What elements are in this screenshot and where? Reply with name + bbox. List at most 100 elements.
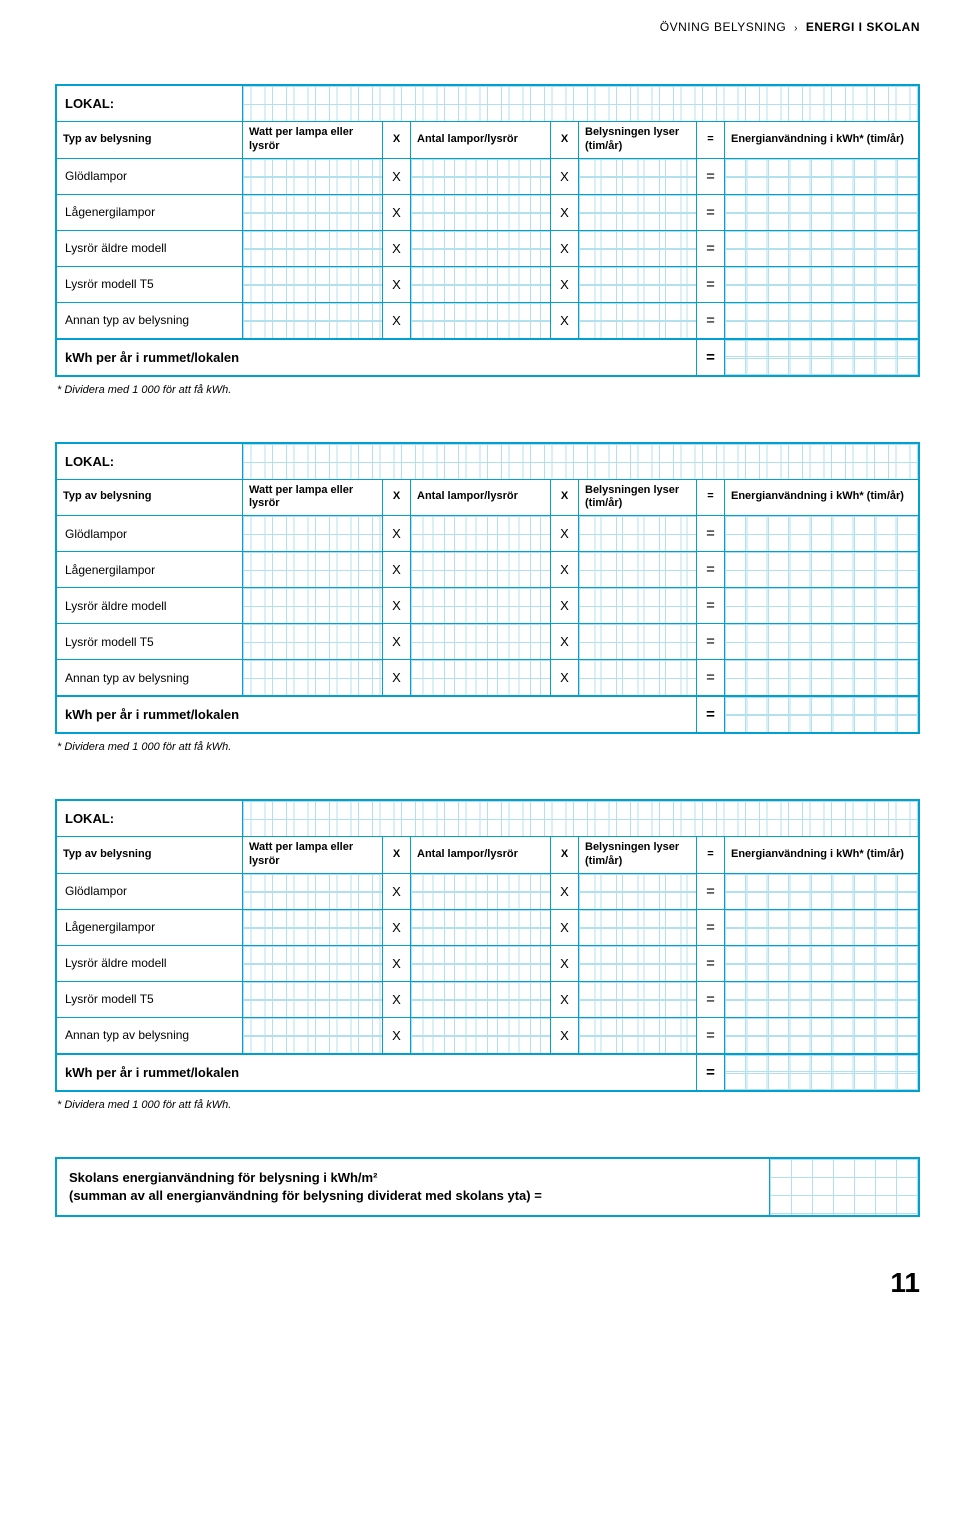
antal-input[interactable] bbox=[411, 660, 551, 695]
hdr-tim: Belysningen lyser (tim/år) bbox=[579, 122, 697, 158]
hdr-x2: X bbox=[551, 122, 579, 158]
watt-input[interactable] bbox=[243, 588, 383, 623]
energ-input[interactable] bbox=[725, 1018, 918, 1053]
table-row: Annan typ av belysning X X = bbox=[57, 303, 918, 339]
footnote: * Dividera med 1 000 för att få kWh. bbox=[55, 1095, 920, 1115]
energ-input[interactable] bbox=[725, 624, 918, 659]
column-header-row: Typ av belysning Watt per lampa eller ly… bbox=[57, 122, 918, 159]
x-sym: X bbox=[383, 910, 411, 945]
watt-input[interactable] bbox=[243, 516, 383, 551]
x-sym: X bbox=[551, 982, 579, 1017]
antal-input[interactable] bbox=[411, 231, 551, 266]
tim-input[interactable] bbox=[579, 159, 697, 194]
watt-input[interactable] bbox=[243, 159, 383, 194]
table-row: Lysrör modell T5 X X = bbox=[57, 982, 918, 1018]
tim-input[interactable] bbox=[579, 1018, 697, 1053]
x-sym: X bbox=[551, 660, 579, 695]
energ-input[interactable] bbox=[725, 303, 918, 338]
row-label: Lysrör äldre modell bbox=[57, 588, 243, 623]
watt-input[interactable] bbox=[243, 552, 383, 587]
energ-input[interactable] bbox=[725, 159, 918, 194]
tim-input[interactable] bbox=[579, 910, 697, 945]
antal-input[interactable] bbox=[411, 195, 551, 230]
eq-sym: = bbox=[697, 946, 725, 981]
sum-input[interactable] bbox=[725, 697, 918, 732]
energ-input[interactable] bbox=[725, 660, 918, 695]
sum-input[interactable] bbox=[725, 1055, 918, 1090]
lokal-table: LOKAL: Typ av belysning Watt per lampa e… bbox=[55, 799, 920, 1092]
antal-input[interactable] bbox=[411, 159, 551, 194]
eq-sym: = bbox=[697, 516, 725, 551]
energ-input[interactable] bbox=[725, 946, 918, 981]
lokal-header-row: LOKAL: bbox=[57, 444, 918, 480]
watt-input[interactable] bbox=[243, 624, 383, 659]
summary-input[interactable] bbox=[770, 1159, 918, 1215]
watt-input[interactable] bbox=[243, 1018, 383, 1053]
sum-row: kWh per år i rummet/lokalen = bbox=[57, 339, 918, 375]
tim-input[interactable] bbox=[579, 982, 697, 1017]
x-sym: X bbox=[383, 231, 411, 266]
energ-input[interactable] bbox=[725, 588, 918, 623]
tim-input[interactable] bbox=[579, 552, 697, 587]
column-header-row: Typ av belysning Watt per lampa eller ly… bbox=[57, 837, 918, 874]
tim-input[interactable] bbox=[579, 660, 697, 695]
energ-input[interactable] bbox=[725, 516, 918, 551]
antal-input[interactable] bbox=[411, 624, 551, 659]
sum-input[interactable] bbox=[725, 340, 918, 375]
x-sym: X bbox=[383, 1018, 411, 1053]
watt-input[interactable] bbox=[243, 946, 383, 981]
sum-row: kWh per år i rummet/lokalen = bbox=[57, 1054, 918, 1090]
energ-input[interactable] bbox=[725, 982, 918, 1017]
watt-input[interactable] bbox=[243, 303, 383, 338]
tim-input[interactable] bbox=[579, 588, 697, 623]
tim-input[interactable] bbox=[579, 195, 697, 230]
lokal-header-row: LOKAL: bbox=[57, 801, 918, 837]
x-sym: X bbox=[383, 588, 411, 623]
watt-input[interactable] bbox=[243, 660, 383, 695]
watt-input[interactable] bbox=[243, 982, 383, 1017]
antal-input[interactable] bbox=[411, 946, 551, 981]
lokal-input[interactable] bbox=[243, 444, 918, 479]
row-label: Glödlampor bbox=[57, 874, 243, 909]
watt-input[interactable] bbox=[243, 231, 383, 266]
breadcrumb-title: ENERGI I SKOLAN bbox=[806, 20, 920, 34]
energ-input[interactable] bbox=[725, 195, 918, 230]
watt-input[interactable] bbox=[243, 267, 383, 302]
tim-input[interactable] bbox=[579, 267, 697, 302]
tim-input[interactable] bbox=[579, 624, 697, 659]
watt-input[interactable] bbox=[243, 195, 383, 230]
sum-label: kWh per år i rummet/lokalen bbox=[57, 1055, 697, 1090]
tim-input[interactable] bbox=[579, 946, 697, 981]
energ-input[interactable] bbox=[725, 910, 918, 945]
watt-input[interactable] bbox=[243, 910, 383, 945]
energ-input[interactable] bbox=[725, 231, 918, 266]
antal-input[interactable] bbox=[411, 303, 551, 338]
watt-input[interactable] bbox=[243, 874, 383, 909]
x-sym: X bbox=[551, 588, 579, 623]
sum-label: kWh per år i rummet/lokalen bbox=[57, 340, 697, 375]
lokal-input[interactable] bbox=[243, 801, 918, 836]
lokal-input[interactable] bbox=[243, 86, 918, 121]
tim-input[interactable] bbox=[579, 303, 697, 338]
table-row: Lysrör äldre modell X X = bbox=[57, 588, 918, 624]
antal-input[interactable] bbox=[411, 267, 551, 302]
lokal-label: LOKAL: bbox=[57, 86, 243, 121]
hdr-watt: Watt per lampa eller lysrör bbox=[243, 480, 383, 516]
antal-input[interactable] bbox=[411, 1018, 551, 1053]
tim-input[interactable] bbox=[579, 231, 697, 266]
tim-input[interactable] bbox=[579, 516, 697, 551]
summary-text: Skolans energianvändning för belysning i… bbox=[57, 1159, 770, 1215]
x-sym: X bbox=[383, 946, 411, 981]
antal-input[interactable] bbox=[411, 516, 551, 551]
antal-input[interactable] bbox=[411, 552, 551, 587]
energ-input[interactable] bbox=[725, 552, 918, 587]
antal-input[interactable] bbox=[411, 874, 551, 909]
hdr-tim: Belysningen lyser (tim/år) bbox=[579, 837, 697, 873]
tim-input[interactable] bbox=[579, 874, 697, 909]
eq-sym: = bbox=[697, 1018, 725, 1053]
energ-input[interactable] bbox=[725, 267, 918, 302]
antal-input[interactable] bbox=[411, 910, 551, 945]
antal-input[interactable] bbox=[411, 982, 551, 1017]
energ-input[interactable] bbox=[725, 874, 918, 909]
antal-input[interactable] bbox=[411, 588, 551, 623]
